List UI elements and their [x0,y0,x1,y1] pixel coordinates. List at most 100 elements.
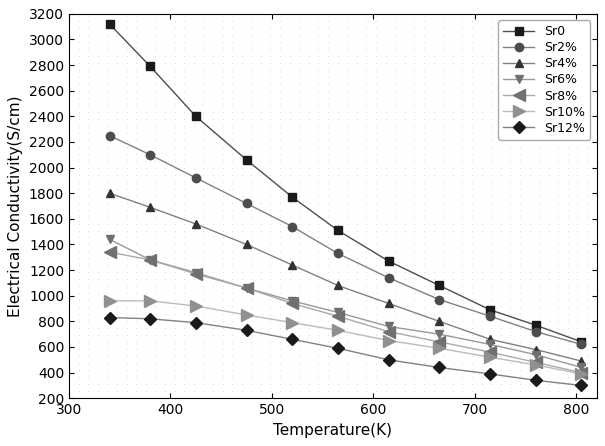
Point [160,178,170,185]
Point [390,122,400,129]
Point [131,87,141,94]
Point [74,122,83,129]
Point [573,353,583,360]
Point [477,234,486,241]
Sr6% [243,285,250,291]
Point [573,38,583,45]
Point [525,115,534,122]
Point [439,213,448,220]
Point [122,381,131,388]
Point [544,388,554,395]
Point [160,66,170,73]
Point [323,213,333,220]
Point [93,381,103,388]
Point [74,115,83,122]
Point [525,164,534,171]
Point [362,381,371,388]
Point [151,108,160,115]
Point [477,346,486,353]
Point [506,255,515,262]
Point [525,178,534,185]
Point [141,332,151,339]
Point [506,101,515,108]
Point [323,395,333,402]
Point [169,367,179,374]
Point [410,24,419,31]
Point [448,136,457,143]
Point [83,332,93,339]
Point [342,17,352,25]
Point [544,101,554,108]
Point [218,318,227,325]
Point [227,311,237,318]
Point [198,73,208,80]
Point [333,87,342,94]
Point [237,66,246,73]
Point [439,59,448,66]
Point [582,227,592,234]
Point [429,17,439,25]
Point [198,157,208,164]
Point [295,192,304,199]
Point [198,38,208,45]
Point [506,220,515,227]
Point [179,199,189,206]
Point [304,31,313,38]
Point [362,269,371,276]
Point [227,171,237,178]
Point [189,129,198,136]
Point [131,374,141,381]
Point [457,157,467,164]
Point [237,311,246,318]
Point [333,101,342,108]
Point [131,360,141,367]
Point [410,108,419,115]
Point [410,52,419,59]
Point [93,80,103,87]
Point [457,283,467,290]
Point [93,220,103,227]
Point [208,332,218,339]
Point [477,290,486,297]
Point [381,143,390,150]
Point [554,157,563,164]
Point [141,213,151,220]
Point [256,248,266,255]
Point [352,374,362,381]
Sr12% [532,378,540,383]
Point [563,122,573,129]
Point [410,381,419,388]
Point [189,388,198,395]
Point [563,381,573,388]
Point [169,276,179,283]
Point [160,108,170,115]
Point [362,276,371,283]
Point [563,136,573,143]
Point [448,346,457,353]
Point [122,262,131,269]
Point [208,108,218,115]
Point [169,38,179,45]
Point [362,157,371,164]
Point [189,367,198,374]
Point [381,192,390,199]
Point [506,325,515,332]
Point [64,262,74,269]
Point [285,157,295,164]
Point [74,136,83,143]
Point [544,66,554,73]
Point [208,17,218,25]
Line: Sr6%: Sr6% [105,235,586,372]
Point [439,374,448,381]
Point [554,255,563,262]
Point [429,318,439,325]
Point [390,171,400,178]
Point [266,388,275,395]
Point [400,66,410,73]
Point [112,199,122,206]
Point [323,353,333,360]
Point [371,374,381,381]
Point [477,262,486,269]
Point [362,374,371,381]
Point [342,129,352,136]
